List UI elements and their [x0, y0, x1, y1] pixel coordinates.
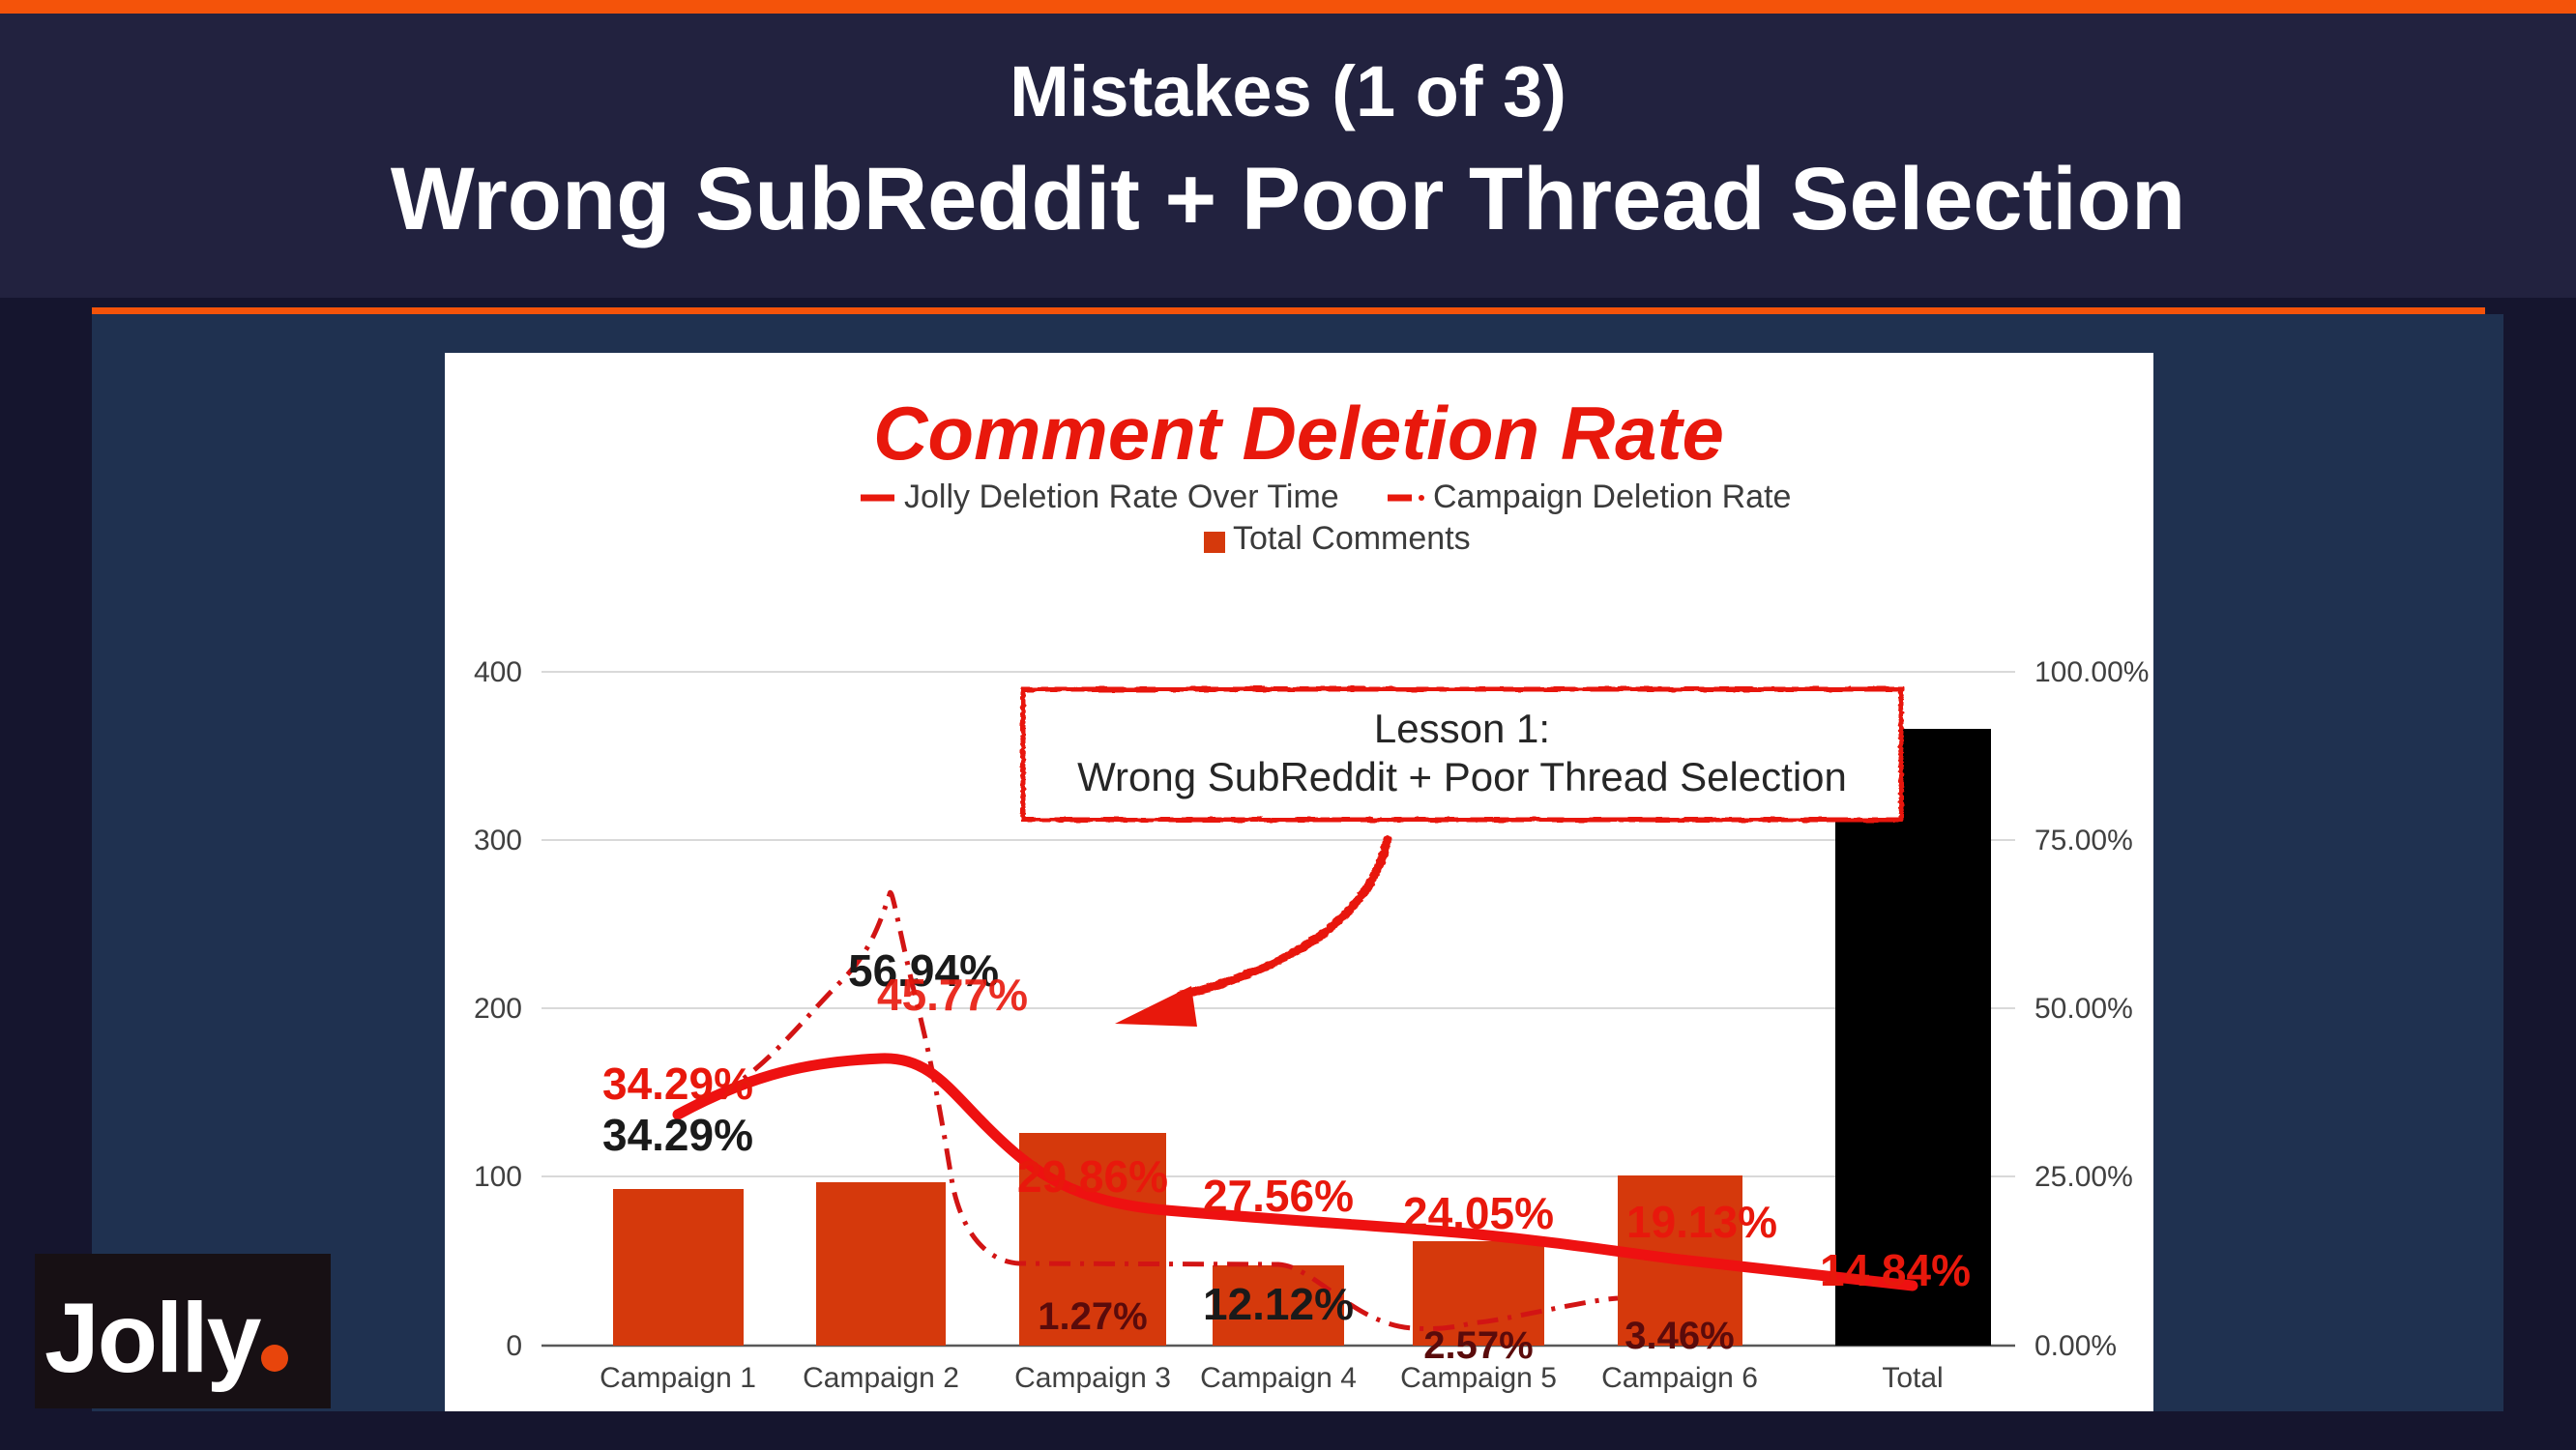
svg-text:Wrong SubReddit + Poor Thread: Wrong SubReddit + Poor Thread Selection	[1077, 754, 1847, 799]
svg-text:Total: Total	[1882, 1362, 1943, 1394]
svg-text:0: 0	[506, 1330, 522, 1362]
svg-text:Campaign 6: Campaign 6	[1601, 1362, 1758, 1394]
svg-text:1.27%: 1.27%	[1038, 1295, 1147, 1338]
svg-text:100.00%: 100.00%	[2034, 656, 2149, 688]
svg-text:Lesson 1:: Lesson 1:	[1374, 706, 1550, 751]
svg-text:100: 100	[474, 1161, 522, 1193]
svg-text:27.56%: 27.56%	[1203, 1171, 1354, 1221]
svg-text:Jolly Deletion Rate Over Time: Jolly Deletion Rate Over Time	[904, 478, 1339, 515]
svg-text:200: 200	[474, 993, 522, 1025]
svg-text:Campaign 3: Campaign 3	[1014, 1362, 1171, 1394]
svg-text:Campaign 4: Campaign 4	[1200, 1362, 1357, 1394]
svg-text:Campaign 2: Campaign 2	[803, 1362, 959, 1394]
svg-text:50.00%: 50.00%	[2034, 993, 2133, 1025]
svg-text:25.00%: 25.00%	[2034, 1161, 2133, 1193]
svg-text:3.46%: 3.46%	[1625, 1315, 1734, 1357]
svg-text:300: 300	[474, 825, 522, 856]
svg-text:400: 400	[474, 656, 522, 688]
svg-text:75.00%: 75.00%	[2034, 825, 2133, 856]
svg-text:Campaign Deletion Rate: Campaign Deletion Rate	[1433, 478, 1791, 515]
svg-text:45.77%: 45.77%	[877, 970, 1028, 1020]
svg-text:19.13%: 19.13%	[1626, 1197, 1777, 1247]
svg-text:34.29%: 34.29%	[602, 1110, 753, 1160]
svg-text:2.57%: 2.57%	[1423, 1324, 1533, 1367]
svg-text:14.84%: 14.84%	[1820, 1245, 1971, 1295]
svg-text:29.86%: 29.86%	[1017, 1151, 1168, 1202]
svg-text:24.05%: 24.05%	[1403, 1188, 1554, 1238]
svg-text:Jolly: Jolly	[44, 1283, 262, 1393]
svg-text:Total Comments: Total Comments	[1233, 520, 1471, 557]
svg-text:Comment Deletion Rate: Comment Deletion Rate	[873, 391, 1724, 476]
svg-text:Campaign 1: Campaign 1	[600, 1362, 756, 1394]
svg-text:0.00%: 0.00%	[2034, 1330, 2117, 1362]
svg-text:34.29%: 34.29%	[602, 1058, 753, 1109]
svg-text:12.12%: 12.12%	[1203, 1279, 1354, 1329]
